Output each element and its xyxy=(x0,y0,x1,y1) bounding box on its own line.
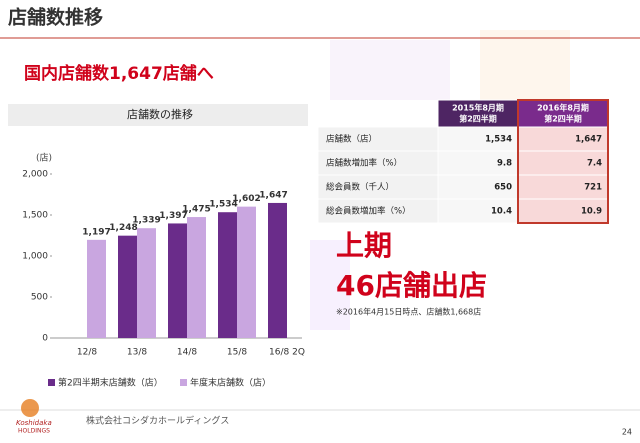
cell-text: 総会員数（千人） xyxy=(326,182,394,193)
bar xyxy=(237,206,256,338)
cell xyxy=(317,126,439,152)
header-text: 第2四半期 xyxy=(459,114,497,124)
logo: Koshidaka xyxy=(16,419,52,427)
y-tick-label: 0 xyxy=(42,334,48,344)
header-text: 第2四半期 xyxy=(544,114,582,124)
cell-text: 7.4 xyxy=(587,159,602,169)
x-tick-label: 14/8 xyxy=(177,348,197,358)
decor xyxy=(330,40,450,100)
x-tick-label: 12/8 xyxy=(77,348,97,358)
cell-text: 1,647 xyxy=(575,135,602,145)
highlight-line: 46店舗出店 xyxy=(336,269,487,302)
legend-label: 年度末店舗数（店） xyxy=(190,377,271,389)
value-label: 1,397 xyxy=(159,211,187,221)
bar xyxy=(218,212,237,338)
y-tick-label: 1,500 xyxy=(22,211,48,221)
value-label: 1,602 xyxy=(232,194,260,204)
bar xyxy=(268,202,287,338)
highlight-border xyxy=(517,99,609,224)
decor xyxy=(480,30,570,100)
cell xyxy=(437,174,519,200)
bar xyxy=(137,228,156,338)
cell-text: 721 xyxy=(584,183,602,193)
cell xyxy=(437,126,519,152)
cell-text: 店舗数増加率（%） xyxy=(326,158,402,169)
page-number: 24 xyxy=(622,428,632,437)
bar xyxy=(187,217,206,338)
cell xyxy=(517,174,609,200)
chart-title-band xyxy=(8,104,308,126)
cell-text: 650 xyxy=(494,183,512,193)
header-text: 2016年8月期 xyxy=(537,103,589,113)
cell-text: 総会員数増加率（%） xyxy=(326,206,411,217)
bar xyxy=(87,239,106,338)
header-text: 2015年8月期 xyxy=(452,103,504,113)
legend-swatch xyxy=(48,379,55,386)
bar xyxy=(118,235,137,338)
y-tick-label: 500 xyxy=(31,293,48,303)
cell-text: 10.4 xyxy=(491,207,512,217)
logo-mark xyxy=(21,399,39,417)
y-tick-label: 2,000 xyxy=(22,170,48,180)
value-label: 1,248 xyxy=(109,223,137,233)
highlight-line: 上期 xyxy=(336,229,392,262)
cell-text: 1,534 xyxy=(485,135,512,145)
cell-text: 10.9 xyxy=(581,207,602,217)
note: ※2016年4月15日時点、店舗数1,668店 xyxy=(336,307,481,317)
cell-text: 9.8 xyxy=(497,159,512,169)
subtitle: 国内店舗数1,647店舗へ xyxy=(24,63,214,84)
legend-label: 第2四半期末店舗数（店） xyxy=(58,377,163,389)
header-blank xyxy=(318,100,438,127)
value-label: 1,475 xyxy=(182,205,210,215)
value-label: 1,534 xyxy=(209,200,237,210)
legend-swatch xyxy=(180,379,187,386)
x-tick-label: 16/8 2Q xyxy=(269,348,305,358)
x-tick-label: 15/8 xyxy=(227,348,247,358)
company: 株式会社コシダカホールディングス xyxy=(86,415,229,427)
value-label: 1,197 xyxy=(82,227,110,237)
decor xyxy=(310,240,350,330)
logo-sub: HOLDINGS xyxy=(18,428,50,435)
chart: 05001,0001,5002,00012/81,19713/81,2481,3… xyxy=(22,170,305,389)
value-label: 1,339 xyxy=(132,216,160,226)
value-label: 1,647 xyxy=(259,190,287,200)
cell xyxy=(317,198,439,224)
chart-title: 店舗数の推移 xyxy=(127,107,193,121)
bar xyxy=(168,223,187,338)
y-tick-label: 1,000 xyxy=(22,252,48,262)
x-tick-label: 13/8 xyxy=(127,348,147,358)
cell xyxy=(517,198,609,224)
y-unit: (店) xyxy=(36,152,52,164)
cell-text: 店舗数（店） xyxy=(326,134,377,145)
slide-title: 店舗数推移 xyxy=(8,6,103,29)
